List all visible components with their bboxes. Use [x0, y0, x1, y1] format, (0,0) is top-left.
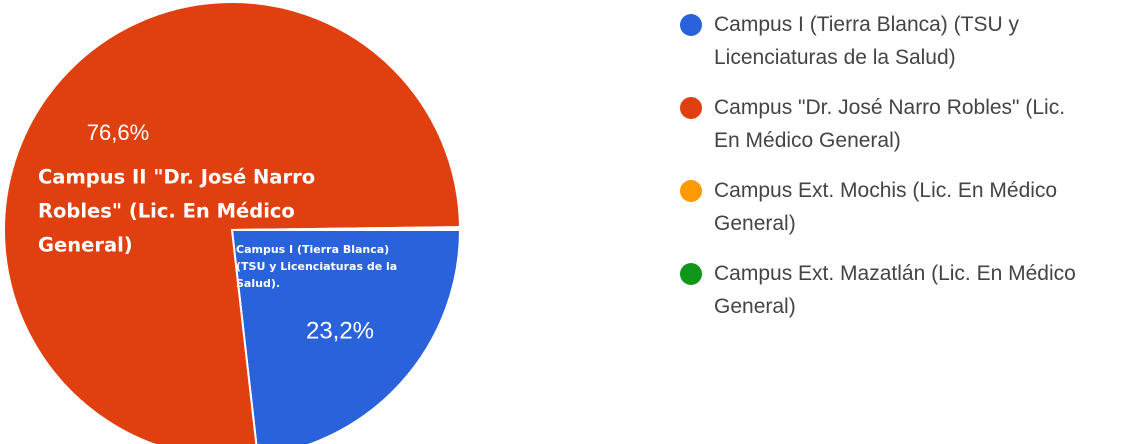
legend-label: Campus "Dr. José Narro Robles" (Lic. En …: [714, 96, 1066, 152]
slice-label: Salud).: [236, 277, 280, 290]
legend-swatch: [680, 263, 702, 285]
pie-slice: [3, 1, 461, 444]
slice-value-label: 76,6%: [87, 120, 149, 145]
pie-slice: [231, 227, 462, 231]
pie-slice: [230, 229, 462, 444]
slice-label: Campus II "Dr. José Narro: [38, 166, 315, 189]
legend-label: Campus Ext. Mazatlán (Lic. En Médico Gen…: [714, 262, 1076, 318]
slice-value-label: 23,2%: [306, 317, 374, 344]
slice-label: General): [38, 234, 133, 257]
pie-chart: 23,2% Campus I (Tierra Blanca) (TSU y Lice…: [3, 1, 462, 444]
slice-label: (TSU y Licenciaturas de la: [236, 260, 397, 273]
legend: Campus I (Tierra Blanca) (TSU y Licencia…: [680, 8, 1090, 340]
slice-label: Campus I (Tierra Blanca): [236, 243, 389, 256]
legend-swatch: [680, 97, 702, 119]
legend-label: Campus Ext. Mochis (Lic. En Médico Gener…: [714, 179, 1058, 235]
legend-entry: Campus Ext. Mochis (Lic. En Médico Gener…: [680, 174, 1090, 240]
legend-swatch: [680, 14, 702, 36]
legend-label: Campus I (Tierra Blanca) (TSU y Licencia…: [714, 13, 1019, 69]
legend-entry: Campus "Dr. José Narro Robles" (Lic. En …: [680, 91, 1090, 157]
legend-entry: Campus Ext. Mazatlán (Lic. En Médico Gen…: [680, 257, 1090, 323]
legend-entry: Campus I (Tierra Blanca) (TSU y Licencia…: [680, 8, 1090, 74]
slice-label: Robles" (Lic. En Médico: [38, 200, 295, 223]
legend-swatch: [680, 180, 702, 202]
